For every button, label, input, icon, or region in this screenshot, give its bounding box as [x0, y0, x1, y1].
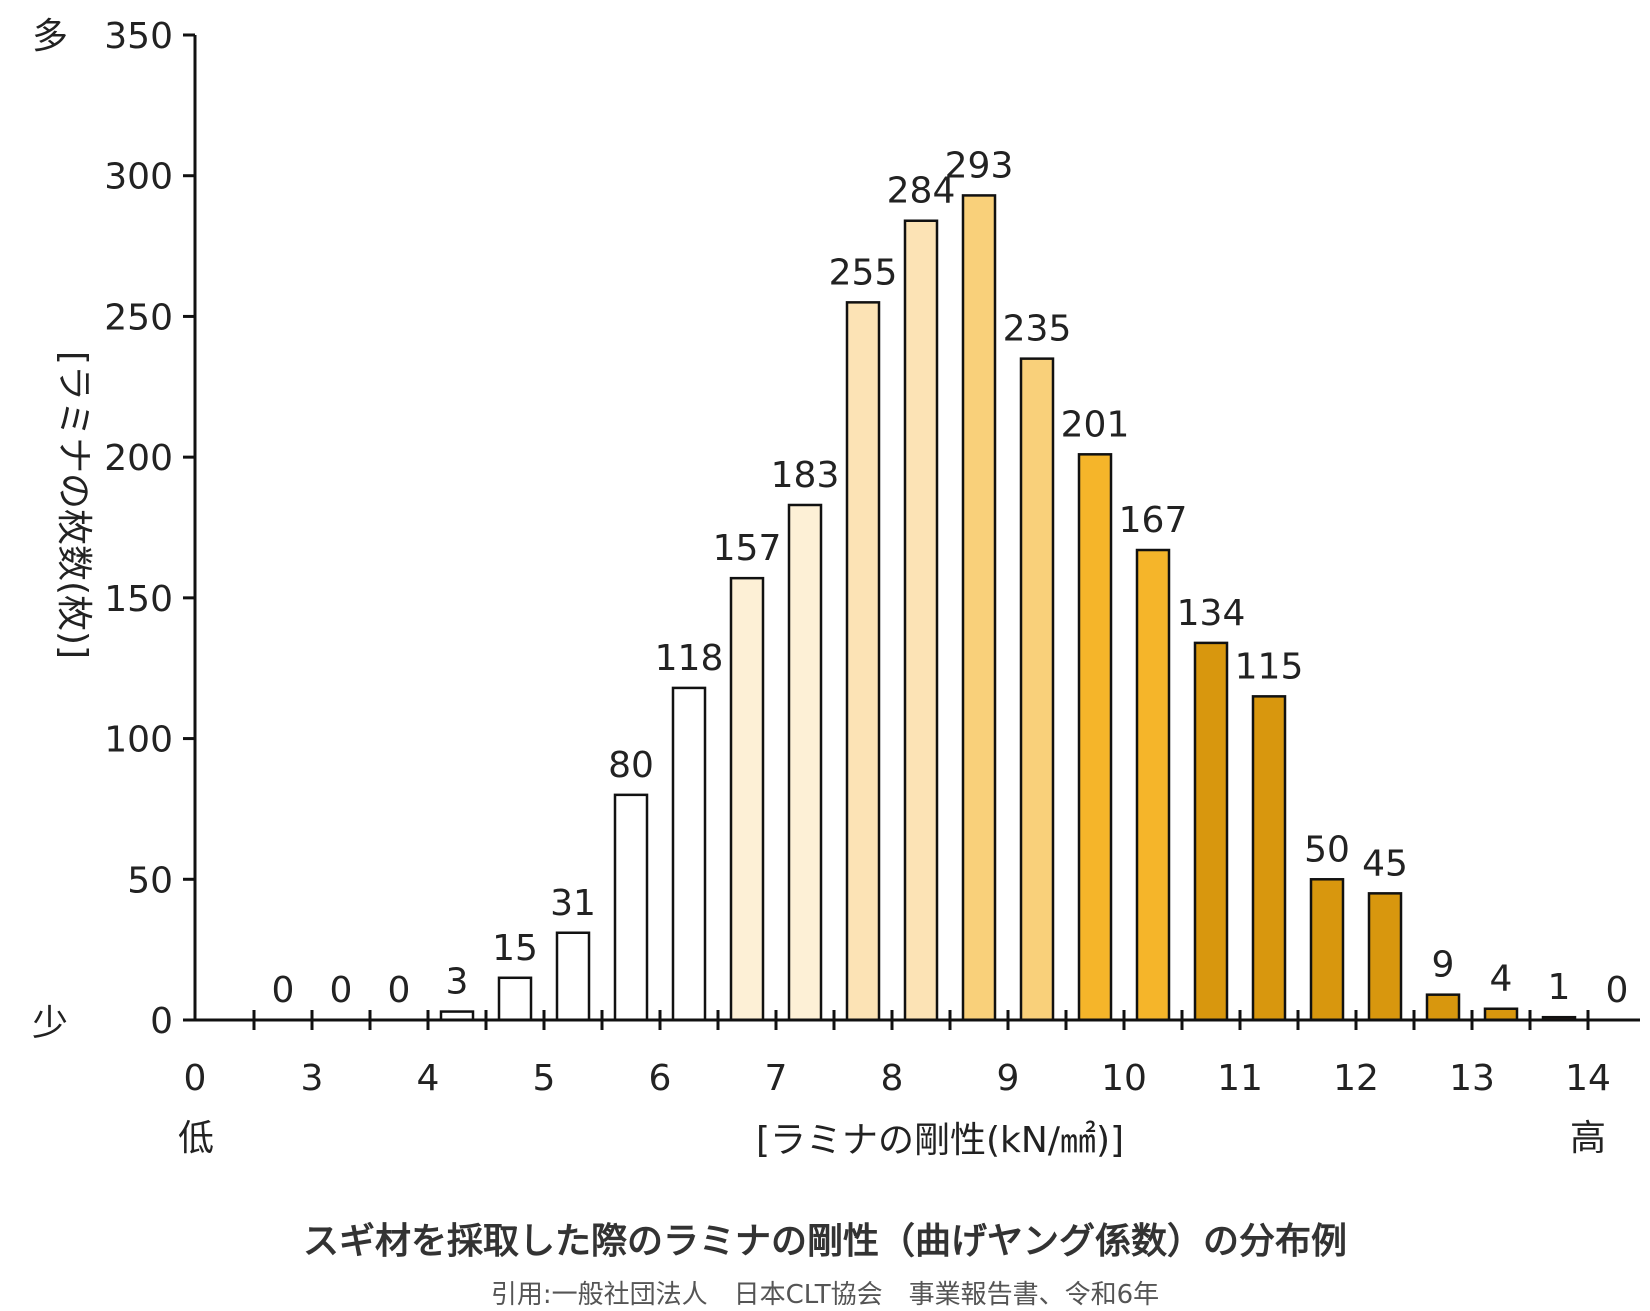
data-label: 255	[829, 252, 898, 293]
y-tick-label: 200	[104, 438, 173, 479]
data-label: 134	[1177, 593, 1246, 634]
bar	[729, 576, 765, 1022]
bar	[671, 686, 707, 1022]
x-tick-label: 3	[301, 1058, 324, 1099]
bar	[1367, 892, 1403, 1022]
x-tick-label: 10	[1101, 1058, 1147, 1099]
chart-title: スギ材を採取した際のラミナの剛性（曲げヤング係数）の分布例	[302, 1221, 1347, 1262]
bar	[555, 931, 591, 1022]
y-tick-label: 300	[104, 157, 173, 198]
data-label: 201	[1061, 404, 1130, 445]
x-high-label: 高	[1570, 1118, 1606, 1159]
data-label: 183	[771, 455, 840, 496]
data-label: 284	[887, 171, 956, 212]
data-label: 115	[1235, 646, 1304, 687]
bar	[961, 194, 997, 1022]
value-labels: 0 0 0 3153180118157183255284293235201167134…	[272, 145, 1629, 1011]
data-label: 118	[655, 638, 724, 679]
x-tick-label: 9	[997, 1058, 1020, 1099]
x-tick-label: 8	[881, 1058, 904, 1099]
data-label: 167	[1119, 500, 1188, 541]
data-label: 45	[1362, 843, 1408, 884]
y-axis-title: [ラミナの枚数(枚)]	[53, 351, 94, 659]
bar	[903, 219, 939, 1022]
data-label: 4	[1490, 959, 1513, 1000]
axes	[183, 33, 1640, 1030]
data-label: 0	[388, 970, 411, 1011]
bars	[439, 194, 1577, 1022]
x-tick-label: 5	[533, 1058, 556, 1099]
data-label: 50	[1304, 829, 1350, 870]
data-label: 293	[945, 145, 1014, 186]
data-label: 9	[1432, 945, 1455, 986]
bar	[1077, 453, 1113, 1022]
bar	[1483, 1007, 1519, 1022]
y-tick-label: 50	[127, 860, 173, 901]
data-label: 0	[330, 970, 353, 1011]
x-low-label: 低	[178, 1118, 214, 1159]
bar	[1019, 357, 1055, 1022]
y-tick-label: 350	[104, 16, 173, 57]
bar	[1135, 548, 1171, 1022]
bar	[1425, 993, 1461, 1022]
data-label: 3	[446, 962, 469, 1003]
y-low-label: 少	[32, 1003, 68, 1044]
y-tick-labels: 0 50 100 150 200 250 300 350	[104, 16, 173, 1042]
bar	[845, 301, 881, 1022]
bar	[1251, 695, 1287, 1022]
data-label: 235	[1003, 309, 1072, 350]
data-label: 1	[1548, 967, 1571, 1008]
bar	[497, 976, 533, 1022]
x-tick-label: 14	[1565, 1058, 1611, 1099]
x-tick-labels: 0 3 4 5 6 7 8 9 10 11 12 13 14	[184, 1058, 1611, 1099]
y-tick-label: 150	[104, 579, 173, 620]
x-axis-title: [ラミナの剛性(kN/㎟)]	[756, 1119, 1124, 1161]
data-label: 80	[608, 745, 654, 786]
data-label: 31	[550, 883, 596, 924]
bar	[1193, 641, 1229, 1022]
bar	[787, 503, 823, 1022]
bar	[1309, 878, 1345, 1022]
source-citation: 引用:一般社団法人 日本CLT協会 事業報告書、令和6年	[490, 1280, 1160, 1310]
x-tick-label: 12	[1333, 1058, 1379, 1099]
y-high-label: 多	[32, 16, 68, 57]
x-tick-label: 4	[417, 1058, 440, 1099]
data-label: 157	[713, 528, 782, 569]
chart: 0 0 0 3153180118157183255284293235201167134…	[32, 16, 1640, 1161]
y-tick-label: 250	[104, 297, 173, 338]
y-tick-label: 0	[150, 1001, 173, 1042]
data-label: 0	[1606, 970, 1629, 1011]
x-tick-label: 11	[1217, 1058, 1263, 1099]
bar	[613, 793, 649, 1022]
x-tick-label: 6	[649, 1058, 672, 1099]
y-tick-label: 100	[104, 720, 173, 761]
x-tick-label: 0	[184, 1058, 207, 1099]
data-label: 15	[492, 928, 538, 969]
x-tick-label: 13	[1449, 1058, 1495, 1099]
x-tick-label: 7	[765, 1058, 788, 1099]
data-label: 0	[272, 970, 295, 1011]
